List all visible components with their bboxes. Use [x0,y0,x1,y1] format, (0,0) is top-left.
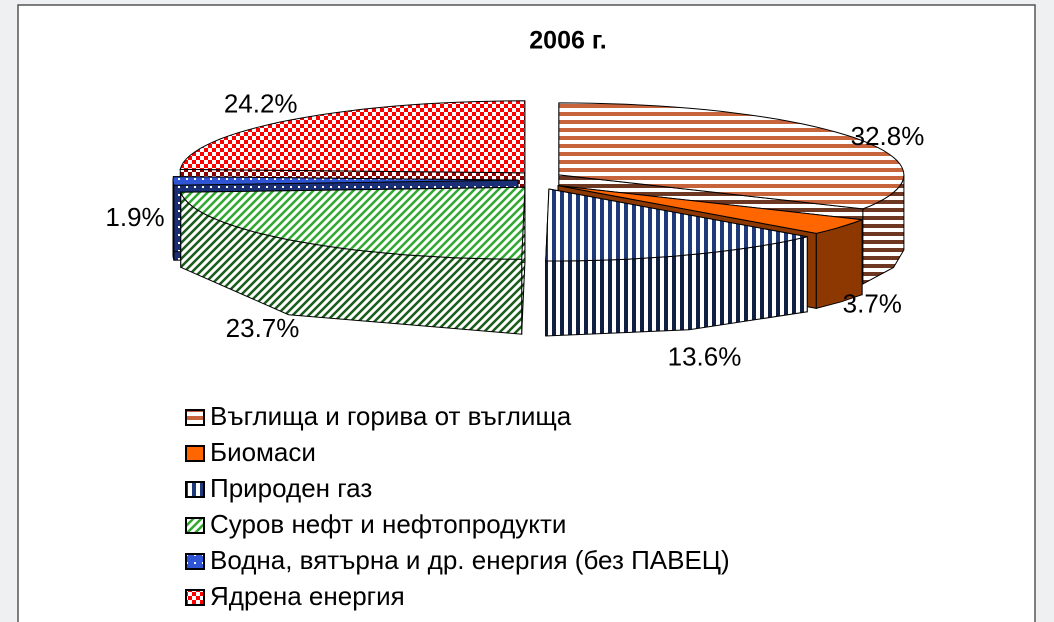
legend: Въглища и горива от въглища Биомаси Природ… [185,401,730,611]
legend-label: Суров нефт и нефтопродукти [210,509,566,539]
data-label: 3.7% [843,289,902,319]
data-label: 23.7% [226,313,300,343]
data-label: 32.8% [851,121,925,151]
data-label: 1.9% [105,202,164,232]
legend-swatch [185,481,205,498]
legend-label: Биомаси [210,437,316,467]
legend-swatch [185,517,205,534]
slice [545,188,808,337]
legend-swatch [185,445,205,462]
legend-label: Въглища и горива от въглища [210,401,572,431]
slice [180,186,526,335]
legend-swatch [185,553,205,570]
data-label: 13.6% [668,342,742,372]
legend-swatch [185,589,205,606]
data-label: 24.2% [224,88,298,118]
pie: 24.2% 32.8% 1.9% 3.7% 23.7% 13.6% [105,88,924,371]
legend-label: Водна, вятърна и др. енергия (без ПАВЕЦ) [210,545,730,575]
legend-swatch [185,409,205,426]
legend-label: Ядрена енергия [210,581,405,611]
chart-title: 2006 г. [529,27,606,55]
legend-label: Природен газ [210,473,372,503]
